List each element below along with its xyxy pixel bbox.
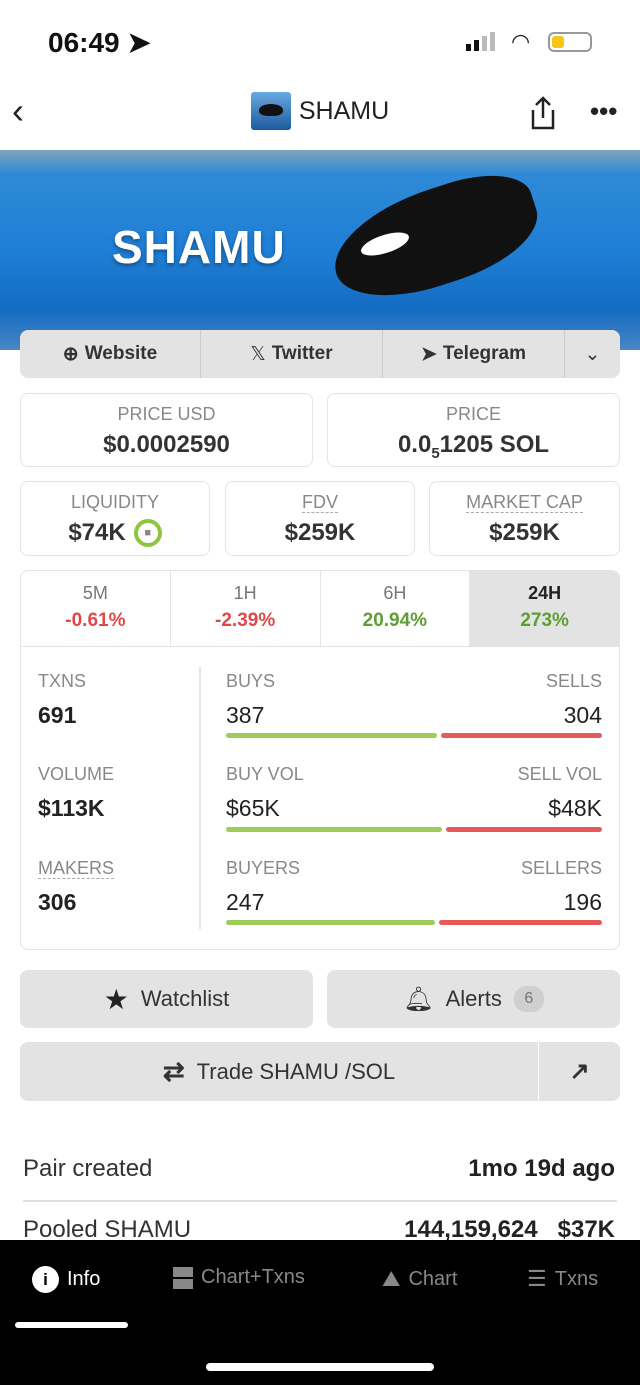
- status-time: 06:49 ➤: [48, 27, 151, 58]
- liquidity-label: LIQUIDITY: [70, 492, 159, 512]
- pooled-value: 144,159,624 $37K: [404, 1216, 615, 1243]
- buy-vol-bar: [226, 827, 443, 832]
- buy-vol-stat: BUY VOL $65K: [226, 764, 304, 821]
- price-native-label: PRICE: [445, 404, 501, 424]
- banner-title: SHAMU: [112, 221, 286, 273]
- website-label: Website: [84, 343, 158, 364]
- price-usd-value: $0.0002590: [103, 431, 230, 458]
- buyers-bar: [226, 920, 602, 925]
- home-indicator: [206, 1363, 434, 1371]
- price-native-card: PRICE 0.051205 SOL: [327, 393, 620, 467]
- liquidity-card: LIQUIDITY $74K ■: [20, 481, 210, 556]
- buyers-stat: BUYERS 247: [226, 858, 301, 915]
- price-usd-label: PRICE USD: [117, 404, 216, 424]
- makers-stat[interactable]: MAKERS 306: [38, 858, 115, 915]
- tab-info[interactable]: i Info: [32, 1266, 100, 1293]
- location-icon: ➤: [127, 27, 151, 58]
- website-link[interactable]: ⊕ Website: [20, 330, 201, 378]
- wifi-icon: ◠: [511, 29, 531, 54]
- telegram-label: Telegram: [442, 343, 526, 364]
- pair-created-value: 1mo 19d ago: [468, 1155, 615, 1182]
- sellers-fill-bar: [439, 920, 602, 925]
- orca-graphic: [320, 159, 550, 316]
- market-cap-card[interactable]: MARKET CAP $259K: [429, 481, 620, 556]
- buys-stat: BUYS 387: [226, 671, 276, 728]
- more-links-dropdown[interactable]: ⌄: [565, 330, 620, 378]
- bottom-tab-bar: [0, 1240, 640, 1385]
- tab-chart-txns[interactable]: Chart+Txns: [173, 1266, 305, 1289]
- alerts-count-badge: 6: [513, 986, 544, 1012]
- star-icon: ★: [103, 983, 129, 1015]
- external-link-icon: ↗: [569, 1058, 590, 1085]
- telegram-icon: ➤: [421, 343, 437, 365]
- share-button[interactable]: [529, 96, 557, 130]
- market-cap-label: MARKET CAP: [466, 492, 583, 513]
- liquidity-value: $74K ■: [21, 519, 209, 547]
- pooled-label: Pooled SHAMU: [23, 1216, 192, 1243]
- bell-icon: 🔔︎: [403, 985, 434, 1013]
- page-title: SHAMU: [0, 92, 640, 130]
- divider: [23, 1200, 617, 1202]
- fdv-value: $259K: [284, 519, 356, 546]
- tab-6h[interactable]: 6H 20.94%: [321, 571, 471, 646]
- buy-bar: [226, 733, 437, 738]
- watchlist-button[interactable]: ★ Watchlist: [20, 970, 313, 1028]
- stats-panel: 5M -0.61% 1H -2.39% 6H 20.94% 24H 273% TXNS 6…: [20, 570, 620, 950]
- sells-stat: SELLS 304: [545, 671, 602, 728]
- fdv-label: FDV: [302, 492, 338, 513]
- sell-vol-stat: SELL VOL $48K: [517, 764, 602, 821]
- active-tab-indicator: [15, 1322, 128, 1328]
- sellers-stat: SELLERS 196: [520, 858, 602, 915]
- share-icon: [531, 96, 555, 130]
- tab-24h[interactable]: 24H 273%: [470, 571, 619, 646]
- swap-icon: ⇄: [162, 1056, 185, 1086]
- external-link-button[interactable]: ↗: [539, 1042, 620, 1101]
- divider: [199, 667, 201, 929]
- banner-image: SHAMU: [0, 150, 640, 350]
- volume-stat: VOLUME $113K: [38, 764, 115, 821]
- area-chart-icon: ⛰: [382, 1266, 401, 1291]
- list-icon: ☰: [527, 1266, 547, 1291]
- back-button[interactable]: ‹: [12, 90, 24, 131]
- info-icon: i: [32, 1266, 59, 1293]
- sell-vol-bar: [446, 827, 602, 832]
- tab-chart[interactable]: ⛰ Chart: [382, 1266, 458, 1291]
- tab-5m[interactable]: 5M -0.61%: [21, 571, 171, 646]
- x-icon: 𝕏: [250, 343, 266, 365]
- trade-button[interactable]: ⇄ Trade SHAMU /SOL: [20, 1042, 538, 1101]
- buys-sells-bar: [226, 733, 602, 738]
- more-button[interactable]: •••: [590, 96, 618, 126]
- volume-bar: [226, 827, 602, 832]
- buyers-fill-bar: [226, 920, 436, 925]
- twitter-link[interactable]: 𝕏 Twitter: [201, 330, 383, 378]
- market-cap-value: $259K: [489, 519, 560, 546]
- lock-icon[interactable]: ■: [133, 519, 162, 547]
- tab-1h[interactable]: 1H -2.39%: [171, 571, 321, 646]
- signal-icon: [466, 32, 495, 51]
- token-logo: [250, 92, 291, 130]
- split-layout-icon: [173, 1266, 193, 1289]
- battery-icon: [548, 32, 592, 52]
- twitter-label: Twitter: [271, 343, 333, 364]
- price-native-value: 0.051205 SOL: [397, 431, 550, 462]
- txns-stat: TXNS 691: [38, 671, 87, 728]
- fdv-card[interactable]: FDV $259K: [225, 481, 415, 556]
- tab-txns[interactable]: ☰ Txns: [527, 1266, 599, 1291]
- pair-created-label: Pair created: [23, 1155, 153, 1182]
- globe-icon: ⊕: [62, 343, 79, 365]
- alerts-button[interactable]: 🔔︎ Alerts 6: [327, 970, 620, 1028]
- sell-bar: [440, 733, 602, 738]
- links-bar: ⊕ Website 𝕏 Twitter ➤ Telegram ⌄: [20, 330, 620, 378]
- price-usd-card: PRICE USD $0.0002590: [20, 393, 313, 467]
- telegram-link[interactable]: ➤ Telegram: [383, 330, 565, 378]
- chevron-down-icon: ⌄: [584, 343, 601, 365]
